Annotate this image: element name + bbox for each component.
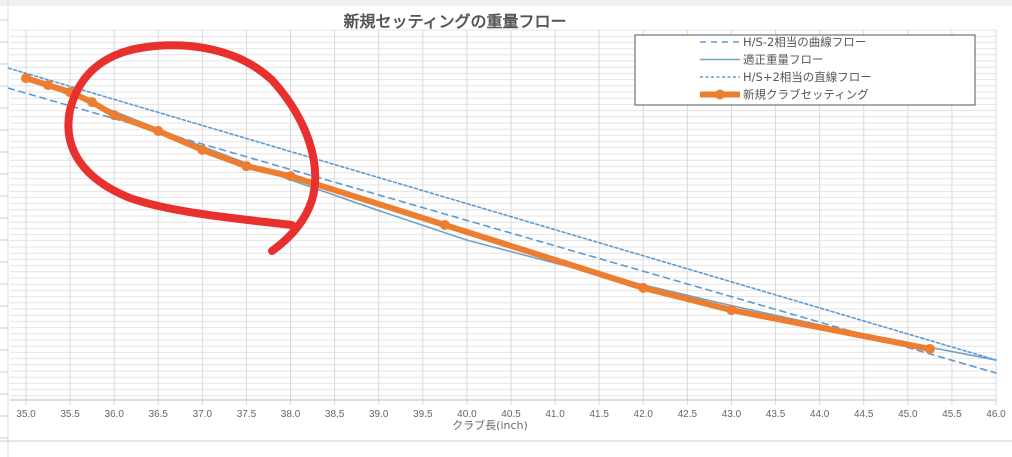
series-layer: [7, 67, 997, 374]
x-tick-label: 42.0: [634, 409, 654, 420]
data-point: [197, 144, 208, 155]
x-tick-label: 36.0: [104, 409, 124, 420]
data-point: [153, 126, 164, 137]
x-tick-label: 41.0: [545, 409, 565, 420]
legend-label: 適正重量フロー: [743, 53, 824, 67]
data-point: [638, 282, 649, 293]
sheet-bottom-edge: [0, 440, 1012, 442]
data-point: [21, 73, 31, 84]
data-point: [241, 161, 252, 172]
x-tick-label: 39.0: [369, 409, 389, 420]
x-tick-label: 38.5: [325, 409, 345, 420]
x-tick-label: 36.5: [149, 409, 169, 420]
data-point: [726, 305, 737, 316]
sheet-top-edge: [0, 0, 1012, 6]
x-tick-label: 41.5: [589, 409, 609, 420]
chart-title: 新規セッティングの重量フロー: [343, 12, 566, 31]
legend-marker: [715, 89, 725, 100]
data-point: [109, 110, 120, 121]
data-point: [43, 80, 54, 91]
data-point: [87, 97, 98, 108]
x-axis-label: クラブ長(inch): [452, 418, 528, 432]
x-tick-label: 40.0: [457, 409, 477, 420]
legend-label: 新規クラブセッティング: [743, 88, 869, 102]
x-tick-label: 46.0: [986, 409, 1006, 420]
data-point: [285, 171, 296, 182]
x-tick-label: 40.5: [501, 409, 521, 420]
series-line-2: [7, 67, 997, 361]
x-tick-label: 44.0: [810, 409, 830, 420]
x-tick-label: 38.0: [281, 409, 301, 420]
x-tick-label: 43.0: [722, 409, 742, 420]
x-tick-label: 37.5: [237, 409, 257, 420]
legend-label: H/S+2相当の直線フロー: [743, 70, 872, 84]
x-tick-label: 39.5: [413, 409, 433, 420]
series-line-3: [23, 75, 933, 352]
x-tick-label: 45.5: [942, 409, 962, 420]
x-tick-label: 35.5: [60, 409, 80, 420]
x-axis-ticks: 35.0 35.5 36.0 36.5 37.0 37.5 38.0 38.5 39.0 39.5…: [16, 409, 1006, 420]
x-tick-label: 37.0: [193, 409, 213, 420]
legend-label: H/S-2相当の曲線フロー: [743, 35, 866, 49]
data-point: [439, 219, 450, 230]
data-point: [924, 343, 935, 354]
x-tick-label: 44.5: [854, 409, 874, 420]
hand-drawn-circle-annotation: [64, 41, 320, 255]
x-tick-label: 43.5: [766, 409, 786, 420]
x-tick-label: 42.5: [678, 409, 698, 420]
x-tick-label: 35.0: [16, 409, 36, 420]
x-tick-label: 45.0: [898, 409, 918, 420]
